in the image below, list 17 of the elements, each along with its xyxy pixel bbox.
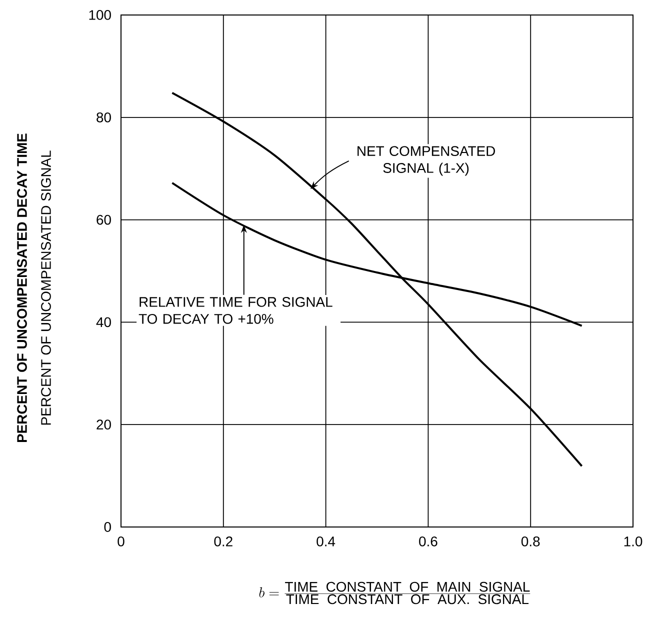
x-tick-label: 1.0 [624, 536, 642, 546]
y-tick-label: 40 [96, 317, 111, 328]
x-tick-label: 0 [118, 536, 124, 546]
x-tick-label: 0.8 [521, 536, 540, 546]
x-tick-label: 0.2 [214, 536, 232, 546]
annotation: NET COMPENSATED SIGNAL (1-X) [358, 146, 495, 176]
x-axis-title: $b = \frac{\mbox{TIME\ \ CONSTANT\ \ OF\ \ MAIN\ \ SIGNAL}}{\mbox{TIME\ \ CONSTANT\ \ OF\ \ AUX.\ \ SIGNAL}}$ [259, 582, 530, 604]
y-tick-label: 60 [96, 214, 111, 225]
y-tick-label: 80 [96, 112, 111, 122]
y-axis-title: PERCENT OF UNCOMPENSATED DECAY TIME [17, 134, 27, 442]
x-tick-label: 0.4 [316, 536, 336, 546]
y-tick-label: 20 [96, 420, 111, 430]
y-tick-label: 0 [104, 522, 111, 532]
annotation: RELATIVE TIME FOR SIGNAL TO DECAY TO +10% [138, 297, 332, 324]
y-tick-label: 100 [89, 10, 111, 20]
text: PERCENT OF UNCOMPENSATED SIGNAL [41, 150, 51, 425]
x-tick-label: 0.6 [419, 536, 438, 546]
